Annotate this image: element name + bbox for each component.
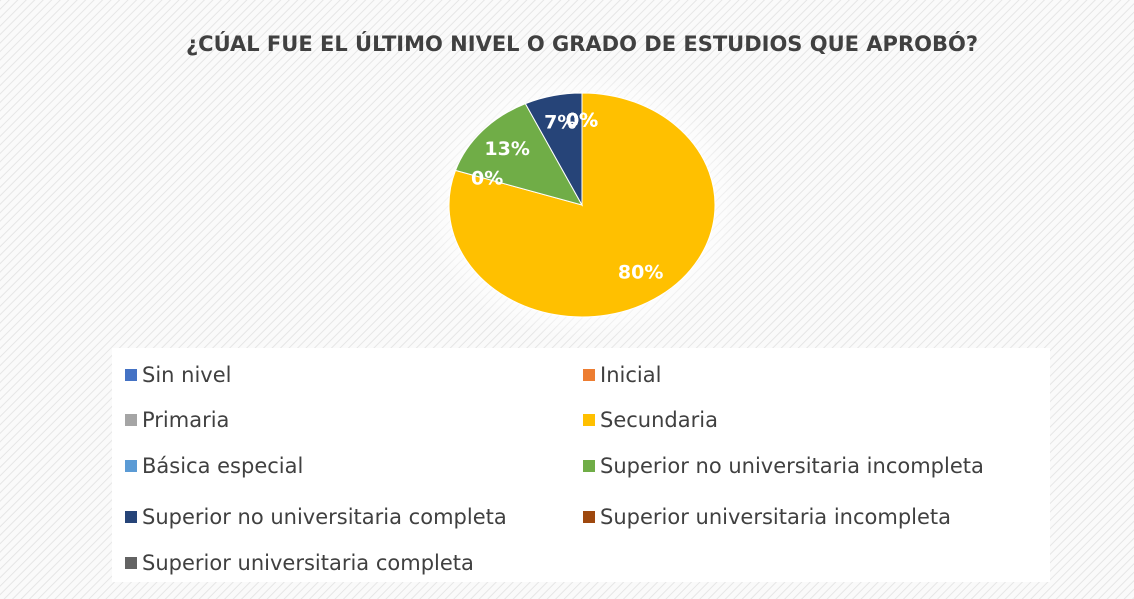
legend-swatch (125, 460, 137, 472)
legend: Sin nivel Inicial Primaria Secundaria Básica… (125, 363, 984, 575)
legend-swatch (125, 414, 137, 426)
legend-label: Secundaria (600, 408, 718, 432)
legend-swatch (125, 557, 137, 569)
legend-swatch (583, 414, 595, 426)
data-labels: 0%0%0%80%0%13%7%0%0% (471, 110, 663, 284)
pie-slice (454, 103, 584, 206)
legend-swatch (125, 511, 137, 523)
legend-label: Superior no universitaria completa (142, 505, 507, 529)
data-label: 0% (471, 168, 503, 190)
legend-label: Superior universitaria incompleta (600, 505, 951, 529)
data-label: 0% (566, 110, 598, 132)
data-label: 0% (566, 110, 598, 132)
data-label: 13% (484, 138, 529, 160)
chart-title: ¿CÚAL FUE EL ÚLTIMO NIVEL O GRADO DE EST… (186, 31, 978, 56)
legend-label: Básica especial (142, 454, 303, 478)
legend-label: Primaria (142, 408, 229, 432)
legend-label: Superior universitaria completa (142, 551, 474, 575)
data-label: 0% (566, 110, 598, 132)
legend-swatch (125, 369, 137, 381)
legend-label: Inicial (600, 363, 661, 387)
pie (448, 92, 716, 318)
pie-slice (524, 92, 583, 207)
legend-swatch (583, 460, 595, 472)
legend-label: Superior no universitaria incompleta (600, 454, 984, 478)
data-label: 80% (618, 261, 663, 283)
data-label: 7% (544, 112, 576, 134)
legend-swatch (583, 511, 595, 523)
legend-swatch (583, 369, 595, 381)
legend-label: Sin nivel (142, 363, 231, 387)
data-label: 0% (566, 110, 598, 132)
data-label: 0% (566, 110, 598, 132)
legend-box (112, 348, 1050, 582)
